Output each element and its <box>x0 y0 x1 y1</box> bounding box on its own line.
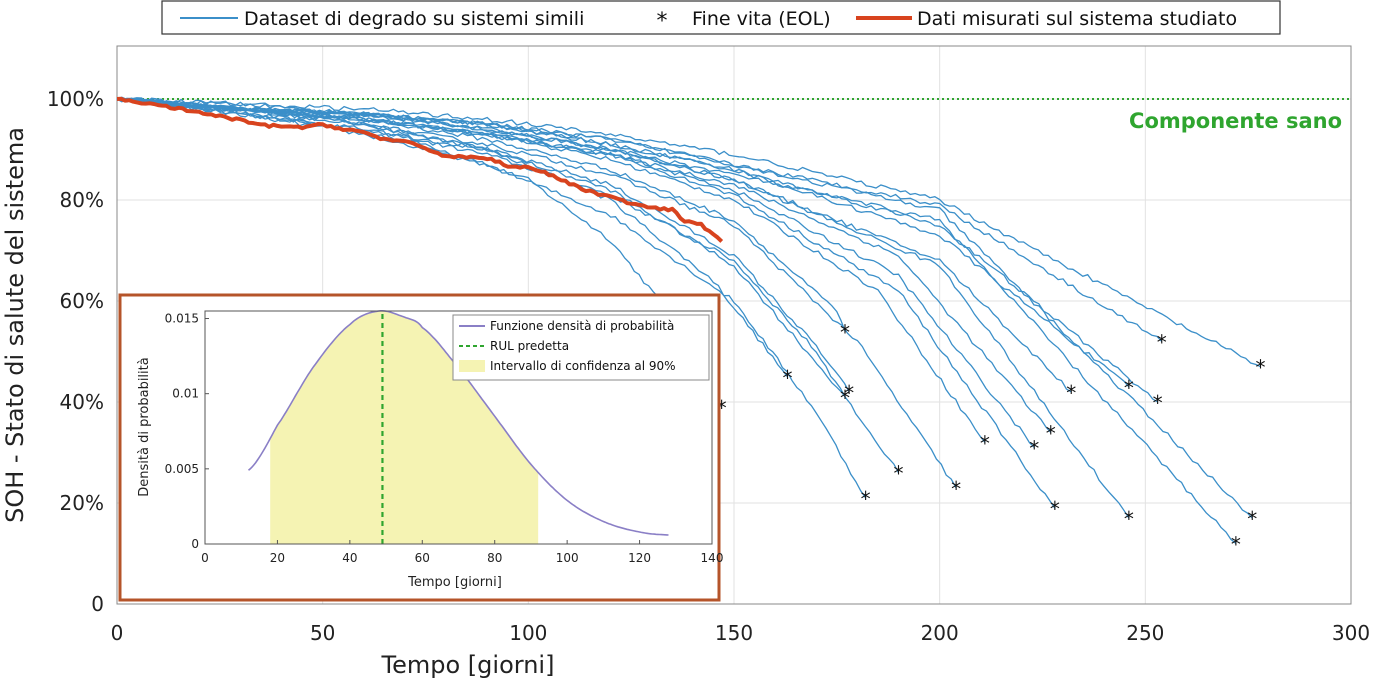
legend-dataset-label: Dataset di degrado su sistemi simili <box>244 8 584 30</box>
inset-x-tick-label: 40 <box>342 551 357 565</box>
x-tick-label: 0 <box>111 621 124 645</box>
x-tick-label: 150 <box>715 621 753 645</box>
eol-marker: * <box>980 431 990 455</box>
y-tick-label: 0 <box>91 592 104 616</box>
inset-legend-ci-label: Intervallo di confidenza al 90% <box>490 359 676 373</box>
dataset-series-line <box>116 96 1253 519</box>
eol-marker: * <box>1029 436 1039 460</box>
measured-line <box>116 96 724 243</box>
eol-marker: * <box>782 366 792 390</box>
legend-eol-marker: * <box>657 9 668 34</box>
inset-x-tick-label: 20 <box>270 551 285 565</box>
inset-x-tick-label: 120 <box>628 551 651 565</box>
dataset-series-line <box>116 98 1130 519</box>
confidence-interval-area <box>270 310 539 544</box>
x-tick-label: 250 <box>1126 621 1164 645</box>
eol-marker: * <box>951 477 961 501</box>
eol-marker: * <box>840 320 850 344</box>
inset-x-tick-label: 80 <box>487 551 502 565</box>
inset-y-axis-label: Densità di probabilità <box>137 357 152 496</box>
dataset-series-line <box>116 98 867 499</box>
inset-legend-box <box>452 314 710 381</box>
inset-x-axis-label: Tempo [giorni] <box>407 575 502 590</box>
inset-x-tick-label: 140 <box>701 551 724 565</box>
x-tick-label: 50 <box>310 621 335 645</box>
eol-marker: * <box>1153 391 1163 415</box>
inset-x-tick-label: 60 <box>415 551 430 565</box>
y-tick-label: 100% <box>47 87 104 111</box>
inset-x-tick-label: 100 <box>556 551 579 565</box>
inset-legend-rul-label: RUL predetta <box>490 339 569 353</box>
eol-marker: * <box>1046 421 1056 445</box>
eol-marker: * <box>1124 507 1134 531</box>
inset-y-tick-label: 0 <box>191 537 199 551</box>
dataset-series-line <box>116 97 1237 544</box>
x-tick-label: 200 <box>921 621 959 645</box>
eol-marker: * <box>1256 356 1266 380</box>
inset-axes-frame <box>204 310 713 545</box>
dataset-series-line <box>116 97 1163 342</box>
eol-marker: * <box>1157 330 1167 354</box>
eol-markers: ********* **** ******* <box>717 320 1266 556</box>
eol-marker: * <box>840 386 850 410</box>
inset-legend-ci-swatch <box>459 360 485 372</box>
x-tick-label: 300 <box>1332 621 1370 645</box>
legend: Dataset di degrado su sistemi simili * F… <box>161 0 1281 35</box>
healthy-annotation: Componente sano <box>1129 109 1342 133</box>
eol-marker: * <box>1247 507 1257 531</box>
eol-marker: * <box>1231 532 1241 556</box>
eol-marker: * <box>1066 381 1076 405</box>
legend-box <box>161 0 1281 35</box>
eol-marker: * <box>861 487 871 511</box>
eol-marker: * <box>717 396 727 420</box>
inset-legend: Funzione densità di probabilità RUL pred… <box>452 314 710 381</box>
y-tick-label: 20% <box>60 491 104 515</box>
y-axis-label: SOH - Stato di salute del sistema <box>1 127 29 523</box>
measured-series-line <box>116 96 724 243</box>
legend-eol-label: Fine vita (EOL) <box>692 8 831 30</box>
eol-marker: * <box>844 381 854 405</box>
inset-x-tick-label: 0 <box>201 551 209 565</box>
inset-legend-pdf-label: Funzione densità di probabilità <box>490 319 674 333</box>
inset-y-tick-label: 0.01 <box>172 387 199 401</box>
inset-y-tick-label: 0.015 <box>165 312 199 326</box>
x-axis-label: Tempo [giorni] <box>381 651 555 679</box>
x-tick-label: 100 <box>509 621 547 645</box>
dataset-series-line <box>116 96 846 398</box>
inset-ticks: 0 20 40 60 80 100 120 140 0 0.005 0.01 0.015 <box>165 312 724 565</box>
y-tick-label: 40% <box>60 390 104 414</box>
y-tick-label: 80% <box>60 188 104 212</box>
eol-marker: * <box>894 462 904 486</box>
inset-pdf-chart: 0 20 40 60 80 100 120 140 0 0.005 0.01 0.015 Tempo … <box>118 293 724 602</box>
inset-y-tick-label: 0.005 <box>165 462 199 476</box>
eol-marker: * <box>1124 376 1134 400</box>
dataset-lines <box>116 96 1261 544</box>
legend-measured-label: Dati misurati sul sistema studiato <box>917 8 1237 30</box>
plot-frame <box>116 45 1352 605</box>
y-tick-label: 60% <box>60 289 104 313</box>
dataset-series-line <box>116 96 1261 368</box>
eol-marker: * <box>1050 497 1060 521</box>
